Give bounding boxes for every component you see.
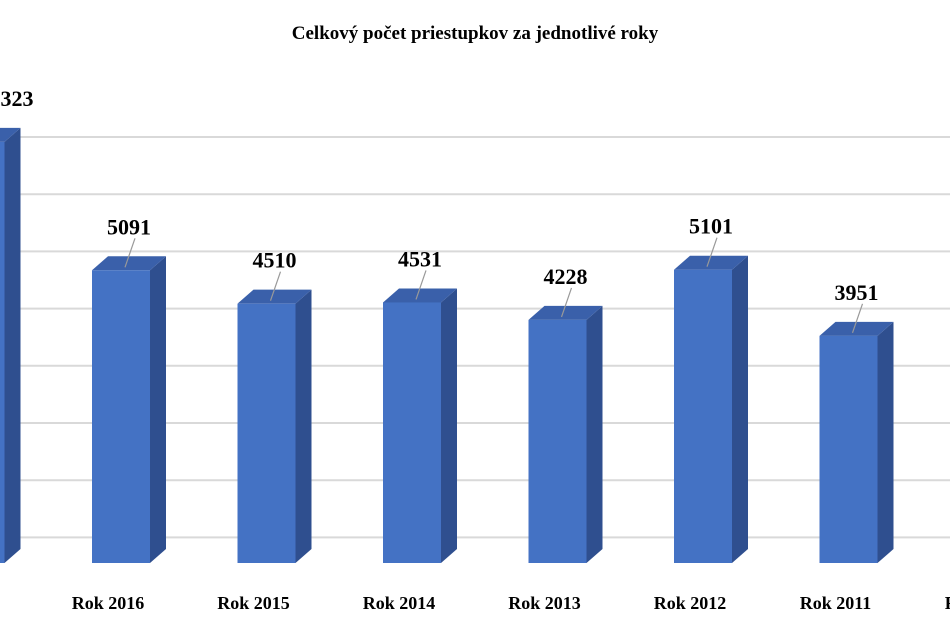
bar-front <box>819 335 878 563</box>
bars <box>0 127 894 564</box>
x-tick-label: Rok 2010 <box>945 593 950 613</box>
bar-rok-2011 <box>819 321 894 563</box>
data-label: 4228 <box>544 264 588 289</box>
bar-front <box>383 302 441 563</box>
leader-line <box>706 237 718 267</box>
data-label: 5101 <box>689 214 733 239</box>
bar-side <box>441 288 457 563</box>
x-tick-label: Rok 2011 <box>800 593 872 613</box>
bar-front <box>0 141 5 564</box>
bar-top <box>383 288 457 303</box>
bar-top <box>528 305 603 320</box>
bar-side <box>877 321 894 563</box>
bar-rok-2016 <box>92 256 166 563</box>
bar-side <box>586 305 603 563</box>
data-label: 3951 <box>835 280 879 305</box>
leader-line <box>415 270 427 300</box>
x-tick-label: Rok 2012 <box>654 593 727 613</box>
leader-line <box>124 238 136 268</box>
bar-front <box>237 303 296 563</box>
bar-top <box>92 256 166 271</box>
bar-top <box>237 289 312 304</box>
bar-side <box>732 255 748 563</box>
x-tick-label: Rok 2015 <box>217 593 290 613</box>
x-tick-label: Rok 2016 <box>72 593 145 613</box>
x-tick-label: Rok 2013 <box>508 593 581 613</box>
x-tick-label: Rok 2014 <box>363 593 436 613</box>
data-label: 4510 <box>253 248 297 273</box>
leader-line <box>851 303 864 334</box>
bar-top <box>674 255 748 270</box>
bar-front <box>92 270 150 563</box>
data-label: 7323 <box>0 86 34 111</box>
bar-rok-2012 <box>674 255 748 563</box>
data-labels: 7323 5091 4510 4531 4228 5101 3951 <box>0 86 879 334</box>
leader-line <box>560 287 573 318</box>
bar-front <box>528 319 587 563</box>
bar-rok-2014 <box>383 288 457 563</box>
chart-title: Celkový počet priestupkov za jednotlivé … <box>292 23 659 44</box>
bar-side <box>295 289 312 563</box>
data-label: 5091 <box>107 214 151 239</box>
data-label: 4531 <box>398 246 442 271</box>
bar-front <box>674 269 732 563</box>
bar-rok-2015 <box>237 289 312 563</box>
bar-side <box>4 127 21 564</box>
leader-line <box>269 271 282 301</box>
bar-top <box>0 127 21 142</box>
bar-rok-2013 <box>528 305 603 563</box>
bar-rok-2017 <box>0 127 21 564</box>
bar-side <box>150 256 166 563</box>
bar-top <box>819 321 894 336</box>
